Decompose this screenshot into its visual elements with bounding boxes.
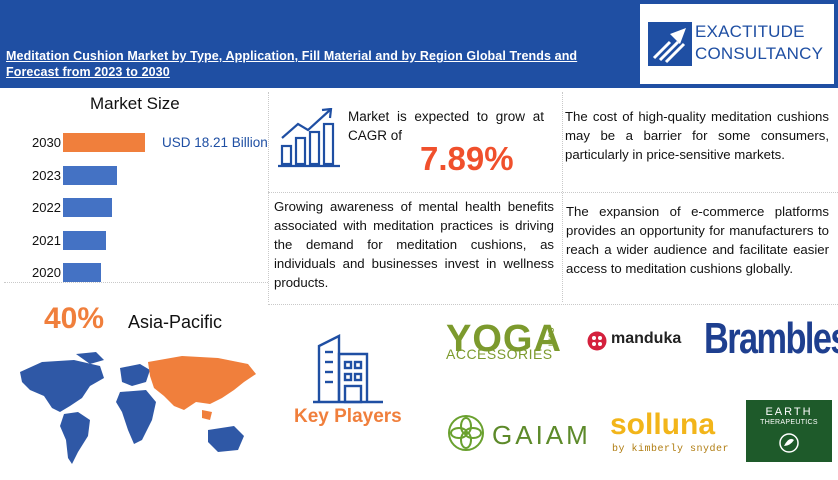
report-title: Meditation Cushion Market by Type, Appli…: [6, 49, 578, 79]
market-size-title: Market Size: [90, 94, 180, 113]
gaiam-mark-icon: [448, 415, 484, 451]
divider: [562, 92, 563, 302]
region-name: Asia-Pacific: [128, 312, 223, 332]
logo-arrows-icon: [648, 22, 692, 66]
map-australia: [208, 426, 244, 452]
building-icon: [313, 334, 383, 404]
bar-2020: [63, 263, 102, 282]
bar-2023: [63, 165, 117, 185]
cagr-value: 7.89%: [420, 140, 514, 177]
solluna-tagline: by kimberly snyder: [612, 444, 730, 455]
manduka-logo: manduka: [611, 330, 682, 347]
bar-label-2020: 2020: [32, 265, 61, 280]
divider: [268, 192, 838, 193]
map-europe: [120, 364, 150, 386]
header-banner: Meditation Cushion Market by Type, Appli…: [0, 0, 838, 88]
brambles-logo: Brambles: [704, 314, 838, 363]
gaiam-logo: GAIAM: [492, 420, 591, 450]
driver-text: Growing awareness of mental health benef…: [274, 199, 554, 290]
divider: [4, 282, 268, 283]
bar-label-2022: 2022: [32, 200, 61, 215]
bar-2030: [63, 133, 145, 152]
bar-label-2021: 2021: [32, 232, 61, 248]
growth-chart-icon: [278, 108, 340, 168]
solluna-logo: solluna: [610, 408, 716, 441]
bar-label-2030: 2030: [32, 135, 61, 150]
bar-annotation: USD 18.21 Billion: [162, 135, 268, 150]
bar-2022: [63, 198, 112, 217]
map-south-america: [60, 412, 90, 464]
map-asia-pacific: [148, 356, 256, 410]
logo-line2: CONSULTANCY: [695, 44, 824, 63]
logo-line1: EXACTITUDE: [695, 22, 805, 41]
key-players-label: Key Players: [294, 406, 402, 427]
yoga-logo-com: .com: [545, 324, 557, 347]
manduka-mark-icon: [587, 331, 607, 351]
world-map: [20, 352, 256, 464]
earth-logo-line1: EARTH: [765, 406, 813, 418]
earth-therapeutics-logo: EARTH THERAPEUTICS: [746, 400, 832, 462]
yoga-logo-main: YOGA: [446, 318, 562, 360]
opportunity-text: The expansion of e-commerce platforms pr…: [566, 204, 829, 276]
restraint-text: The cost of high-quality meditation cush…: [565, 109, 829, 162]
bar-label-2023: 2023: [32, 167, 61, 183]
map-north-america: [20, 360, 104, 412]
company-logo: EXACTITUDE CONSULTANCY: [640, 4, 834, 84]
bar-2021: [63, 230, 107, 250]
divider: [268, 92, 269, 302]
region-share: 40%: [44, 302, 105, 335]
yoga-logo-sub: ACCESSORIES: [446, 346, 553, 362]
cagr-text: Market is expected to grow at CAGR of: [348, 109, 544, 143]
divider: [268, 304, 838, 305]
earth-leaf-icon: [779, 433, 799, 453]
map-africa: [116, 390, 156, 444]
earth-logo-line2: THERAPEUTICS: [760, 419, 818, 426]
